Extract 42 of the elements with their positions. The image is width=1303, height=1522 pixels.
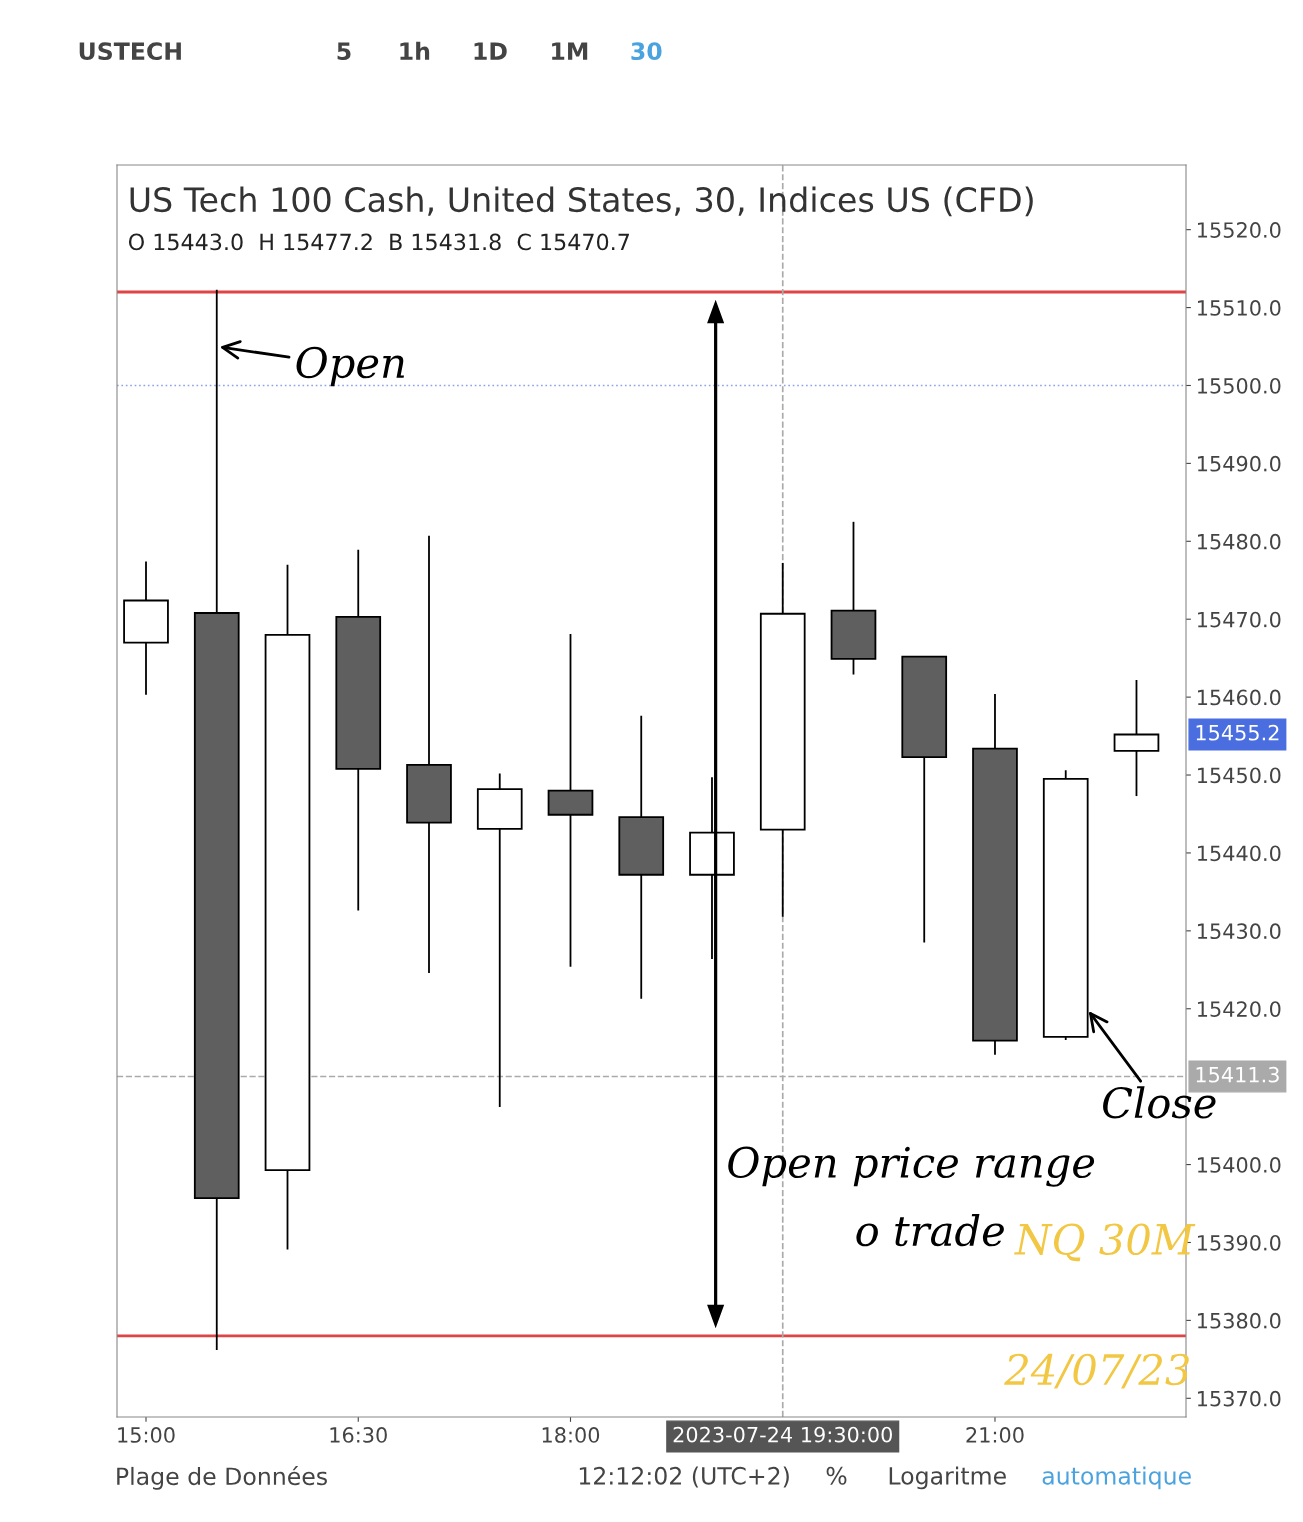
y-tick-label: 15440.0: [1198, 845, 1281, 862]
y-tick-label: 15460.0: [1198, 689, 1281, 706]
x-tick-label: 21:00: [966, 1427, 1024, 1443]
text: Logaritme: [889, 1466, 1006, 1490]
y-tick-label: 15420.0: [1198, 1001, 1281, 1017]
y-tick-label: 15480.0: [1198, 533, 1281, 550]
annotation: 24/07/23: [1004, 1353, 1189, 1389]
text: automatique: [1042, 1466, 1191, 1490]
text: 5: [337, 42, 351, 61]
annotation: Open: [296, 346, 404, 387]
annotation: Close: [1103, 1086, 1216, 1119]
y-tick-label: 15470.0: [1198, 611, 1281, 628]
text: 1M: [552, 42, 588, 60]
text: O 15443.0 H 15477.2 B 15431.8 C 15470.7: [128, 233, 629, 251]
y-tick-label: 15400.0: [1198, 1157, 1281, 1173]
x-tick-label: 16:30: [330, 1427, 387, 1443]
ref-line-label: 2023-07-24 19:30:00: [673, 1426, 892, 1443]
y-tick-label: 15370.0: [1198, 1390, 1281, 1407]
text: 1h: [400, 41, 430, 60]
text: Plage de Données: [117, 1465, 327, 1490]
candlestick: [547, 633, 594, 968]
annotation: 15455.2: [1196, 724, 1279, 741]
text: 30: [631, 42, 662, 61]
annotation: NQ 30M: [1014, 1223, 1196, 1262]
annotation: o trade: [856, 1214, 1004, 1247]
y-tick-label: 15520.0: [1198, 222, 1281, 238]
y-tick-label: 15380.0: [1198, 1312, 1281, 1329]
y-tick-label: 15500.0: [1198, 377, 1281, 394]
x-tick-label: 15:00: [118, 1427, 175, 1443]
text: 12:12:02 (UTC+2): [579, 1466, 789, 1488]
text: USTECH: [79, 42, 181, 61]
text: US Tech 100 Cash, United States, 30, Indices US (CFD): [130, 186, 1033, 217]
y-tick-label: 15390.0: [1198, 1234, 1281, 1251]
y-tick-label: 15430.0: [1198, 923, 1281, 940]
y-tick-label: 15510.0: [1198, 300, 1281, 316]
text: 1D: [474, 42, 507, 60]
text: %: [826, 1466, 847, 1485]
ref-line-label: 15411.3: [1196, 1066, 1279, 1083]
y-tick-label: 15490.0: [1198, 455, 1281, 472]
x-tick-label: 18:00: [542, 1427, 600, 1443]
annotation: Open price range: [728, 1146, 1095, 1187]
y-tick-label: 15450.0: [1198, 767, 1281, 784]
